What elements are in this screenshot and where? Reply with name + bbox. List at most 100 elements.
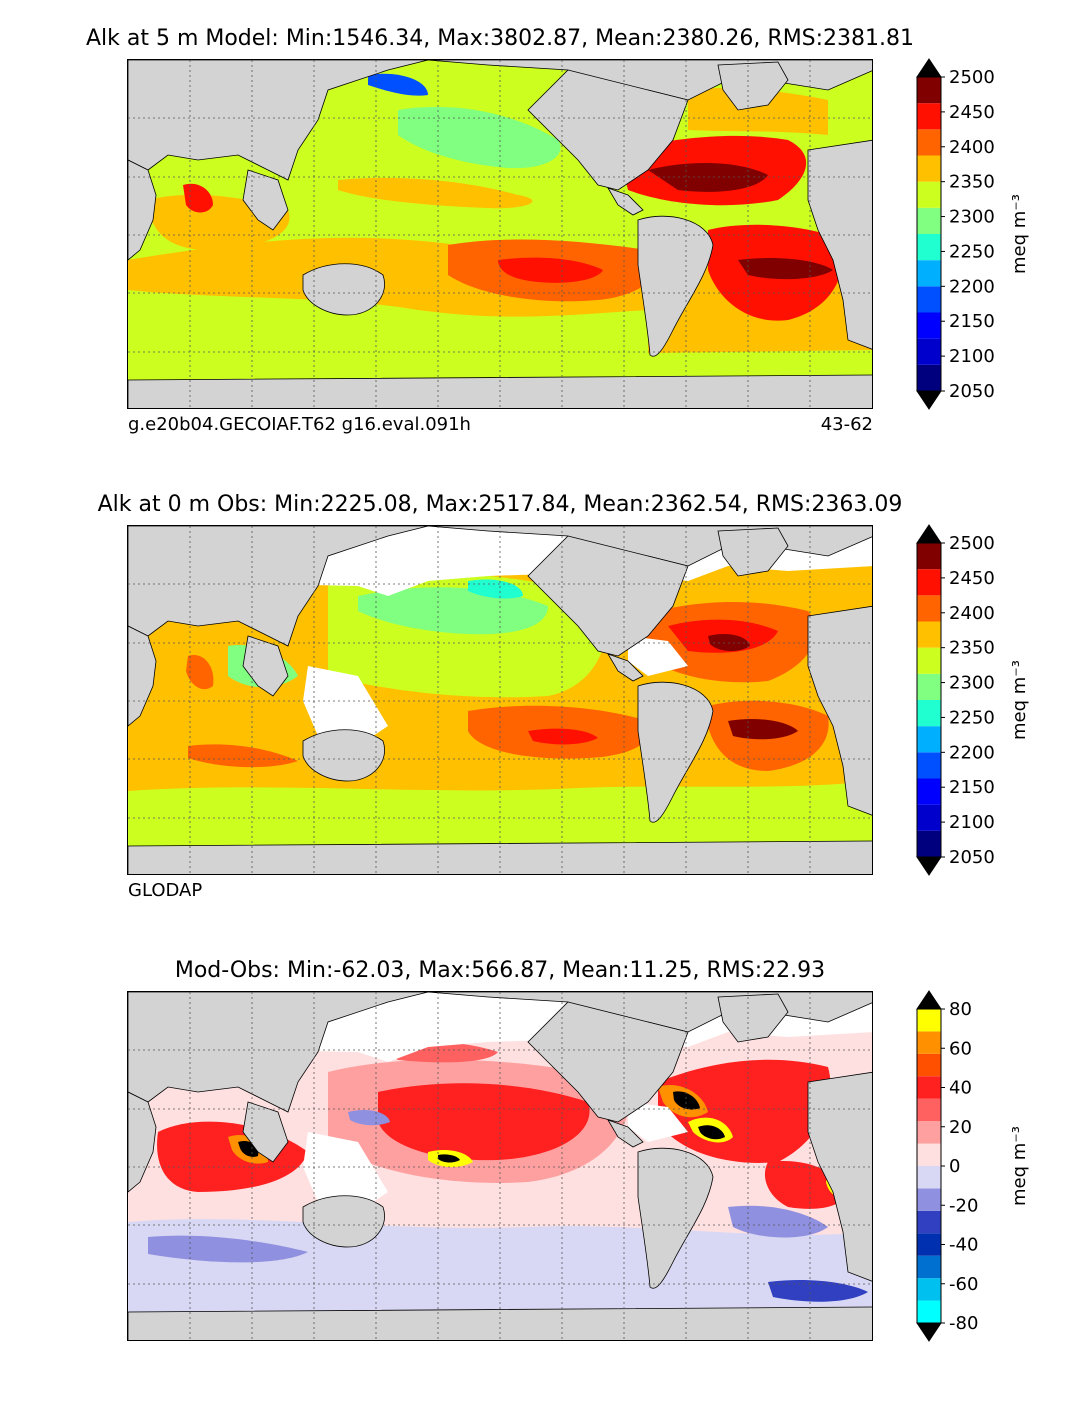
contour-region (728, 1205, 828, 1238)
colorbar-segment (917, 103, 941, 130)
colorbar: 2050 2100 2150 2200 2250 2300 2350 2400 2450 2500… (905, 58, 1055, 410)
colorbar-tick-label: 60 (949, 1038, 972, 1059)
colorbar: 2050 2100 2150 2200 2250 2300 2350 2400 2450 2500… (905, 524, 1055, 876)
colorbar-segment (917, 1053, 941, 1077)
colorbar-tick-label: 2100 (949, 812, 995, 833)
colorbar-segment (917, 726, 941, 753)
map-obs (127, 525, 873, 875)
map-model-svg (128, 60, 872, 408)
contour-region (698, 1125, 725, 1140)
footer-left: GLODAP (128, 880, 203, 901)
colorbar-segment (917, 1278, 941, 1301)
colorbar-segment (917, 1233, 941, 1256)
panel-model: Alk at 5 m Model: Min:1546.34, Max:3802.… (0, 26, 1072, 486)
colorbar-segment (917, 155, 941, 182)
contour-region (183, 183, 213, 213)
colorbar-frame (916, 542, 942, 858)
colorbar-segment (917, 181, 941, 208)
colorbar-segment (917, 364, 941, 391)
colorbar-segment (917, 1143, 941, 1166)
contour-region (148, 1235, 308, 1263)
colorbar-tick-label: 2500 (949, 67, 995, 88)
panel-title: Alk at 5 m Model: Min:1546.34, Max:3802.… (85, 26, 915, 51)
colorbar-segment (917, 1210, 941, 1234)
contour-region (358, 587, 548, 635)
colorbar-tick-label: 2350 (949, 172, 995, 193)
colorbar-frame (916, 76, 942, 392)
colorbar-segment (917, 286, 941, 313)
colorbar-tick-label: 40 (949, 1078, 972, 1099)
colorbar-extend-low (916, 856, 942, 876)
contour-region (398, 106, 561, 169)
colorbar-svg: -80 -60 -40 -20 0 20 40 60 80 meq m⁻³ (916, 990, 1030, 1342)
panel-title: Alk at 0 m Obs: Min:2225.08, Max:2517.84… (97, 492, 903, 517)
colorbar-segment (917, 700, 941, 727)
colorbar-tick-label: 2300 (949, 207, 995, 228)
footer-left: g.e20b04.GECOIAF.T62 g16.eval.091h (128, 414, 471, 435)
colorbar-segment (917, 77, 941, 104)
colorbar-segment (917, 752, 941, 779)
colorbar-segment (917, 1121, 941, 1144)
colorbar-extend-high (916, 58, 942, 78)
map-diff-svg (128, 992, 872, 1340)
graticule (128, 60, 872, 408)
contour-region (498, 257, 603, 283)
map-diff (127, 991, 873, 1341)
colorbar-segment (917, 1031, 941, 1054)
colorbar-segment (917, 621, 941, 648)
colorbar-segment (917, 1076, 941, 1099)
colorbar-segment (917, 207, 941, 234)
contour-region (648, 163, 768, 192)
contour-region (688, 88, 828, 135)
colorbar-extend-low (916, 1322, 942, 1342)
colorbar-tick-label: -80 (949, 1313, 978, 1334)
colorbar-tick-label: 0 (949, 1156, 960, 1177)
colorbar-segment (917, 647, 941, 674)
colorbar-svg: 2050 2100 2150 2200 2250 2300 2350 2400 2450 2500… (916, 524, 1030, 876)
colorbar-tick-label: 2400 (949, 137, 995, 158)
contour-region (368, 73, 428, 96)
colorbar-extend-high (916, 524, 942, 544)
colorbar-segment (917, 129, 941, 156)
colorbar-tick-label: 80 (949, 999, 972, 1020)
colorbar-tick-label: 2050 (949, 847, 995, 868)
colorbar-extend-high (916, 990, 942, 1010)
panel-obs: Alk at 0 m Obs: Min:2225.08, Max:2517.84… (0, 492, 1072, 952)
panel-diff: Mod-Obs: Min:-62.03, Max:566.87, Mean:11… (0, 958, 1072, 1418)
colorbar-segment (917, 778, 941, 805)
contour-region (338, 177, 533, 209)
map-model (127, 59, 873, 409)
contour-region (186, 655, 214, 690)
contour-region (728, 719, 798, 740)
contour-region (438, 1154, 460, 1163)
colorbar-tick-label: 2200 (949, 742, 995, 763)
colorbar-tick-label: 2400 (949, 603, 995, 624)
graticule (128, 992, 872, 1340)
colorbar-tick-label: 2450 (949, 568, 995, 589)
colorbar-tick-label: 2050 (949, 381, 995, 402)
colorbar-segment (917, 338, 941, 365)
colorbar-segment (917, 673, 941, 700)
colorbar-tick-label: 2300 (949, 673, 995, 694)
contour-region (768, 1280, 868, 1302)
figure-page: Alk at 5 m Model: Min:1546.34, Max:3802.… (0, 26, 1072, 1342)
contour-region (378, 1083, 590, 1161)
colorbar-svg: 2050 2100 2150 2200 2250 2300 2350 2400 2450 2500… (916, 58, 1030, 410)
colorbar-segment (917, 312, 941, 339)
colorbar-tick-label: 2500 (949, 533, 995, 554)
colorbar-segment (917, 569, 941, 596)
contour-region (528, 728, 598, 745)
colorbar-unit-label: meq m⁻³ (1009, 194, 1030, 274)
colorbar-segment (917, 260, 941, 287)
colorbar-segment (917, 1255, 941, 1279)
colorbar-tick-label: 2150 (949, 311, 995, 332)
contour-region (128, 290, 648, 370)
colorbar-tick-label: 2150 (949, 777, 995, 798)
colorbar-segment (917, 804, 941, 831)
colorbar-unit-label: meq m⁻³ (1009, 660, 1030, 740)
colorbar-segment (917, 1300, 941, 1323)
colorbar-tick-label: 2200 (949, 276, 995, 297)
colorbar-segment (917, 1166, 941, 1189)
colorbar-unit-label: meq m⁻³ (1009, 1126, 1030, 1206)
colorbar-tick-label: 2250 (949, 707, 995, 728)
